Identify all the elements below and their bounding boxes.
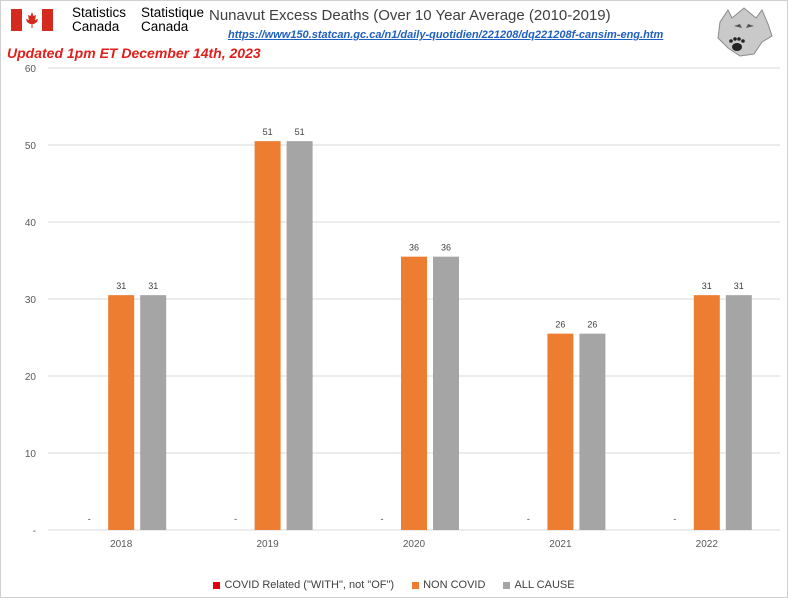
wolf-paw-logo-icon xyxy=(710,2,778,62)
bar xyxy=(140,295,167,530)
y-tick-label: 60 xyxy=(25,64,37,75)
canada-flag-icon xyxy=(11,9,53,31)
data-label: 31 xyxy=(148,281,158,291)
data-label: 31 xyxy=(702,281,712,291)
data-label: 51 xyxy=(295,127,305,137)
data-label: 26 xyxy=(555,320,565,330)
data-label: 36 xyxy=(441,243,451,253)
updated-notice: Updated 1pm ET December 14th, 2023 xyxy=(7,45,261,61)
bar xyxy=(286,141,313,530)
x-tick-label: 2021 xyxy=(549,539,572,550)
legend-swatch xyxy=(213,581,221,589)
bar xyxy=(433,256,459,530)
data-label: - xyxy=(381,514,384,524)
bar xyxy=(725,295,752,530)
legend-label: COVID Related ("WITH", not "OF") xyxy=(224,579,395,591)
y-tick-label: 30 xyxy=(25,295,37,306)
data-label: 36 xyxy=(409,243,419,253)
bar xyxy=(547,333,574,530)
legend-swatch xyxy=(503,581,511,589)
chart-legend: COVID Related ("WITH", not "OF") NON COVI… xyxy=(0,579,788,591)
data-label: 31 xyxy=(116,281,126,291)
x-tick-label: 2022 xyxy=(696,539,719,550)
legend-item: COVID Related ("WITH", not "OF") xyxy=(213,579,394,591)
y-tick-label: 20 xyxy=(25,372,37,383)
bar xyxy=(401,256,427,530)
x-tick-label: 2018 xyxy=(110,539,133,550)
data-label: - xyxy=(673,514,676,524)
data-label: - xyxy=(234,514,237,524)
data-label: - xyxy=(88,514,91,524)
bar xyxy=(693,295,720,530)
legend-item: ALL CAUSE xyxy=(503,579,575,591)
bar xyxy=(579,333,606,530)
bar xyxy=(108,295,135,530)
data-label: - xyxy=(527,514,530,524)
bars xyxy=(108,141,752,530)
y-tick-label: 10 xyxy=(25,449,37,460)
statistics-canada-label: Statistics Canada xyxy=(72,5,127,34)
y-tick-label: - xyxy=(33,526,36,537)
chart-title: Nunavut Excess Deaths (Over 10 Year Aver… xyxy=(209,7,611,24)
axes: - 10 20 30 40 50 60 2018 2019 2020 2021 2022 xyxy=(25,64,718,550)
source-link[interactable]: https://www150.statcan.gc.ca/n1/daily-qu… xyxy=(228,29,664,41)
legend-label: NON COVID xyxy=(423,579,486,591)
data-label: 51 xyxy=(263,127,273,137)
data-label: 26 xyxy=(587,320,597,330)
x-tick-label: 2020 xyxy=(403,539,426,550)
y-tick-label: 50 xyxy=(25,141,37,152)
statistique-canada-label: Statistique Canada xyxy=(141,5,205,34)
data-labels: - 31 31 - 51 51 - 36 36 - 26 26 - 31 31 xyxy=(88,127,744,524)
legend-swatch xyxy=(412,581,420,589)
data-label: 31 xyxy=(734,281,744,291)
legend-item: NON COVID xyxy=(412,579,485,591)
y-tick-label: 40 xyxy=(25,218,37,229)
legend-label: ALL CAUSE xyxy=(514,579,575,591)
bar xyxy=(254,141,281,530)
x-tick-label: 2019 xyxy=(256,539,279,550)
